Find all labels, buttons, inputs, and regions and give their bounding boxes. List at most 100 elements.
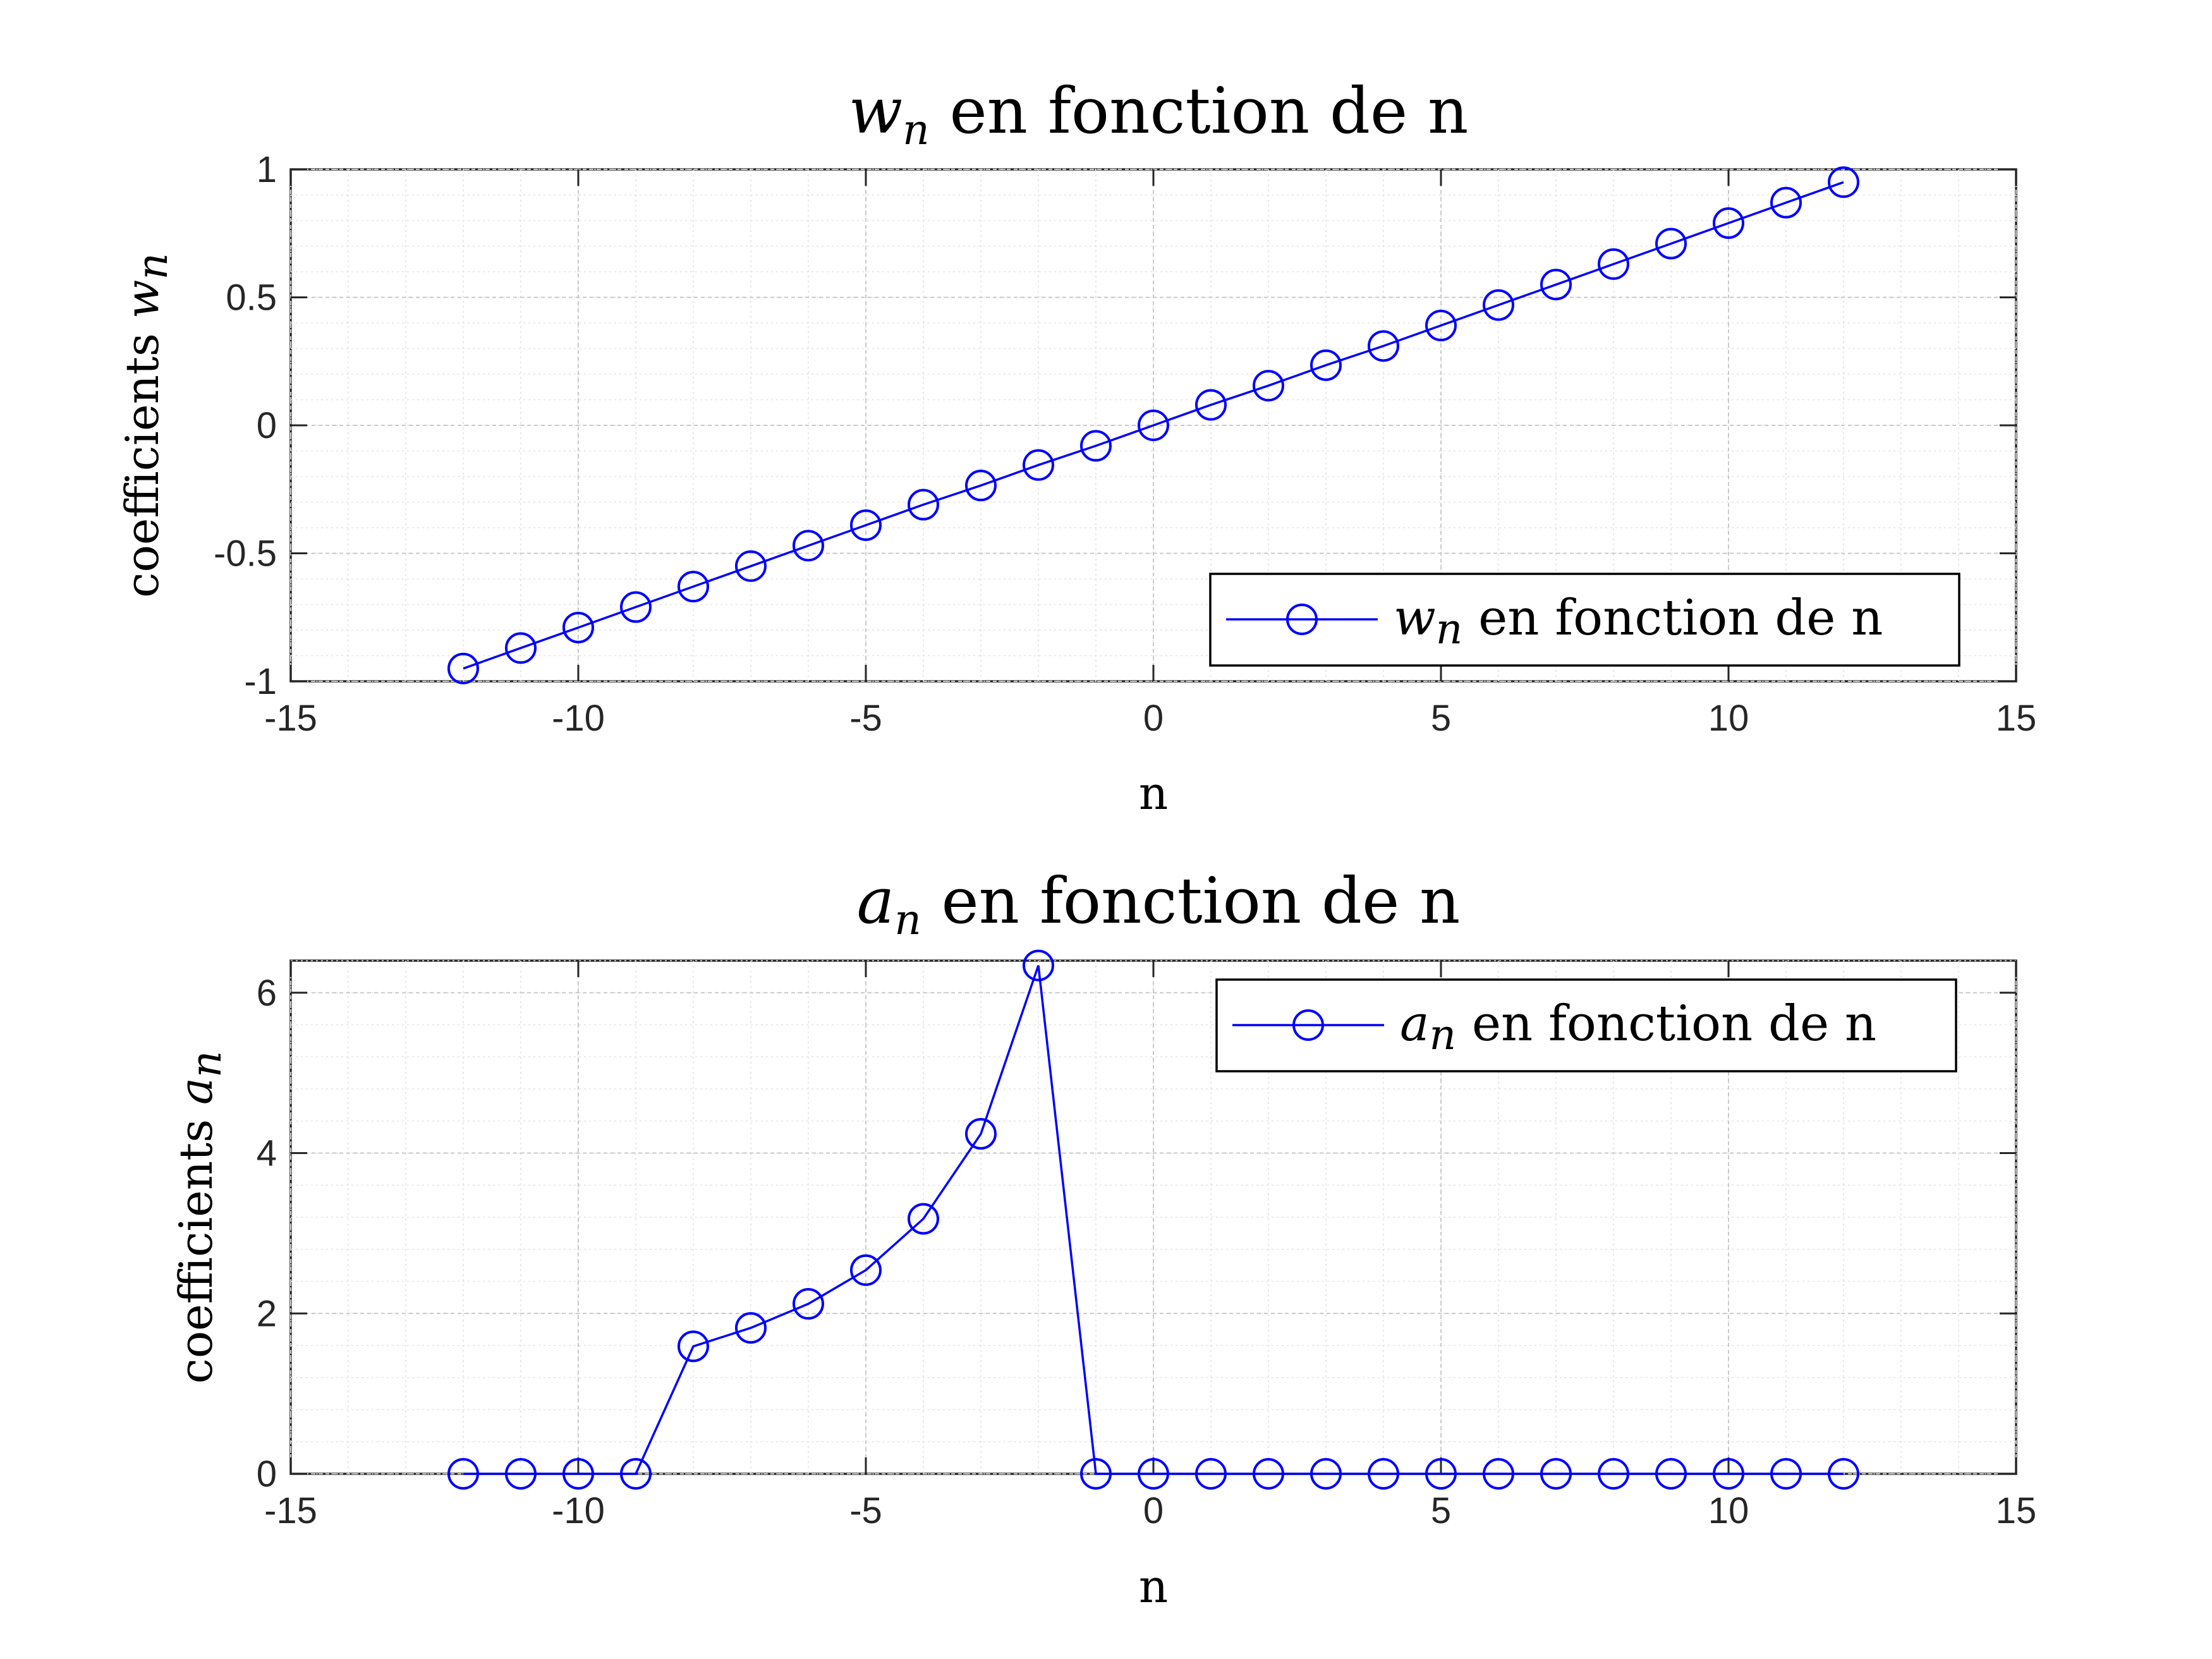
data-point-marker — [1138, 1458, 1169, 1490]
data-point-marker — [1483, 289, 1514, 321]
y-label-prefix: coefficients — [116, 319, 169, 598]
data-point-marker — [850, 509, 882, 541]
data-point-marker — [1713, 1458, 1744, 1490]
data-point-marker — [1023, 949, 1054, 981]
x-tick-label: 0 — [1143, 1490, 1164, 1531]
x-tick-label: -15 — [264, 1490, 317, 1531]
data-point-marker — [1713, 207, 1744, 240]
data-point-marker — [678, 1330, 709, 1363]
y-axis-label: coefficients an — [169, 1050, 231, 1383]
x-tick-label: 15 — [1996, 698, 2037, 739]
data-point-marker — [678, 571, 709, 603]
x-tick-label: -10 — [552, 698, 605, 739]
legend: wn en fonction de n — [1209, 573, 1960, 667]
data-point-marker — [1138, 410, 1169, 441]
legend-variable: w — [1394, 590, 1436, 647]
data-point-marker — [1253, 1458, 1284, 1490]
y-tick-label: 0 — [257, 405, 277, 446]
data-point-marker — [1540, 1458, 1572, 1490]
x-tick-label: -15 — [264, 698, 317, 739]
x-tick-label: -5 — [849, 1490, 882, 1531]
data-point-marker — [562, 1458, 594, 1490]
subplot-w: wn en fonction de n -15 -10 -5 0 5 10 15 -1-0.… — [116, 74, 2036, 820]
data-point-marker — [1770, 186, 1802, 219]
tick-marks — [289, 168, 2017, 683]
legend-subscript: n — [1430, 1011, 1457, 1059]
x-axis-label: n — [1139, 767, 1168, 820]
data-point-marker — [1080, 1458, 1112, 1490]
x-tick-labels: -15 -10 -5 0 5 10 15 — [264, 1490, 2036, 1531]
title-subscript: n — [902, 106, 930, 154]
data-point-marker — [1598, 1458, 1629, 1490]
data-point-marker — [965, 1118, 997, 1150]
plot-title: wn en fonction de n — [849, 74, 1469, 154]
data-point-marker — [620, 1458, 652, 1490]
y-label-variable: w — [116, 280, 169, 319]
data-point-marker — [793, 530, 824, 562]
data-point-marker — [1425, 310, 1457, 342]
y-tick-label: 0 — [257, 1454, 277, 1495]
x-tick-label: -5 — [849, 698, 882, 739]
title-variable: w — [849, 74, 903, 148]
y-tick-label: 4 — [257, 1133, 277, 1174]
legend-label: an en fonction de n — [1400, 995, 1876, 1059]
legend-label: wn en fonction de n — [1394, 590, 1883, 653]
y-tick-labels: -1 -0.5 0 0.5 1 — [214, 149, 277, 702]
y-tick-label: 6 — [257, 973, 277, 1014]
data-point-marker — [908, 489, 939, 521]
legend-subscript: n — [1436, 605, 1463, 653]
x-tick-label: 0 — [1143, 698, 1164, 739]
y-tick-labels: 0 2 4 6 — [257, 973, 277, 1495]
y-tick-label: -1 — [244, 661, 277, 702]
data-point-marker — [1195, 1458, 1227, 1490]
data-series — [447, 166, 1859, 684]
y-label-subscript: n — [182, 1050, 231, 1078]
plot-title: an en fonction de n — [857, 864, 1461, 944]
tick-marks — [289, 961, 2017, 1475]
title-subscript: n — [894, 896, 921, 944]
title-rest: en fonction de n — [921, 864, 1461, 938]
x-tick-label: 10 — [1708, 698, 1749, 739]
data-point-marker — [850, 1254, 882, 1286]
legend: an en fonction de n — [1215, 978, 1957, 1073]
data-point-marker — [447, 1458, 479, 1490]
data-series — [447, 949, 1859, 1490]
data-point-marker — [1310, 349, 1342, 381]
data-point-marker — [1483, 1458, 1514, 1490]
data-point-marker — [735, 550, 767, 582]
y-tick-label: -0.5 — [214, 533, 277, 574]
data-point-marker — [620, 591, 652, 623]
legend-marker-sample — [1286, 604, 1318, 635]
x-tick-label: 15 — [1996, 1490, 2037, 1531]
y-axis-label: coefficients wn — [116, 253, 177, 598]
data-point-marker — [1828, 166, 1859, 198]
data-point-marker — [1195, 389, 1227, 421]
data-point-marker — [1023, 449, 1054, 481]
data-point-marker — [505, 632, 537, 664]
x-tick-label: 5 — [1431, 1490, 1451, 1531]
subplot-a: an en fonction de n -15 -10 -5 0 5 10 15 0246 … — [169, 864, 2036, 1613]
legend-variable: a — [1400, 995, 1430, 1052]
legend-marker-sample — [1292, 1009, 1324, 1041]
data-point-marker — [1655, 1458, 1687, 1490]
legend-rest: en fonction de n — [1462, 590, 1883, 647]
data-point-marker — [562, 611, 594, 643]
data-point-marker — [1598, 248, 1629, 280]
data-point-marker — [908, 1203, 939, 1235]
data-point-marker — [735, 1312, 767, 1344]
data-point-marker — [1310, 1458, 1342, 1490]
x-axis-label: n — [1139, 1560, 1168, 1613]
data-point-marker — [1080, 430, 1112, 462]
series-line — [463, 181, 1844, 670]
y-label-prefix: coefficients — [169, 1105, 222, 1384]
y-tick-label: 0.5 — [226, 277, 277, 319]
title-variable: a — [857, 864, 895, 938]
data-point-marker — [1253, 370, 1284, 402]
x-tick-label: 10 — [1708, 1490, 1749, 1531]
series-line — [463, 965, 1844, 1475]
data-point-marker — [1655, 228, 1687, 260]
y-tick-label: 1 — [257, 149, 277, 190]
data-point-marker — [793, 1288, 824, 1320]
data-point-marker — [965, 470, 997, 502]
